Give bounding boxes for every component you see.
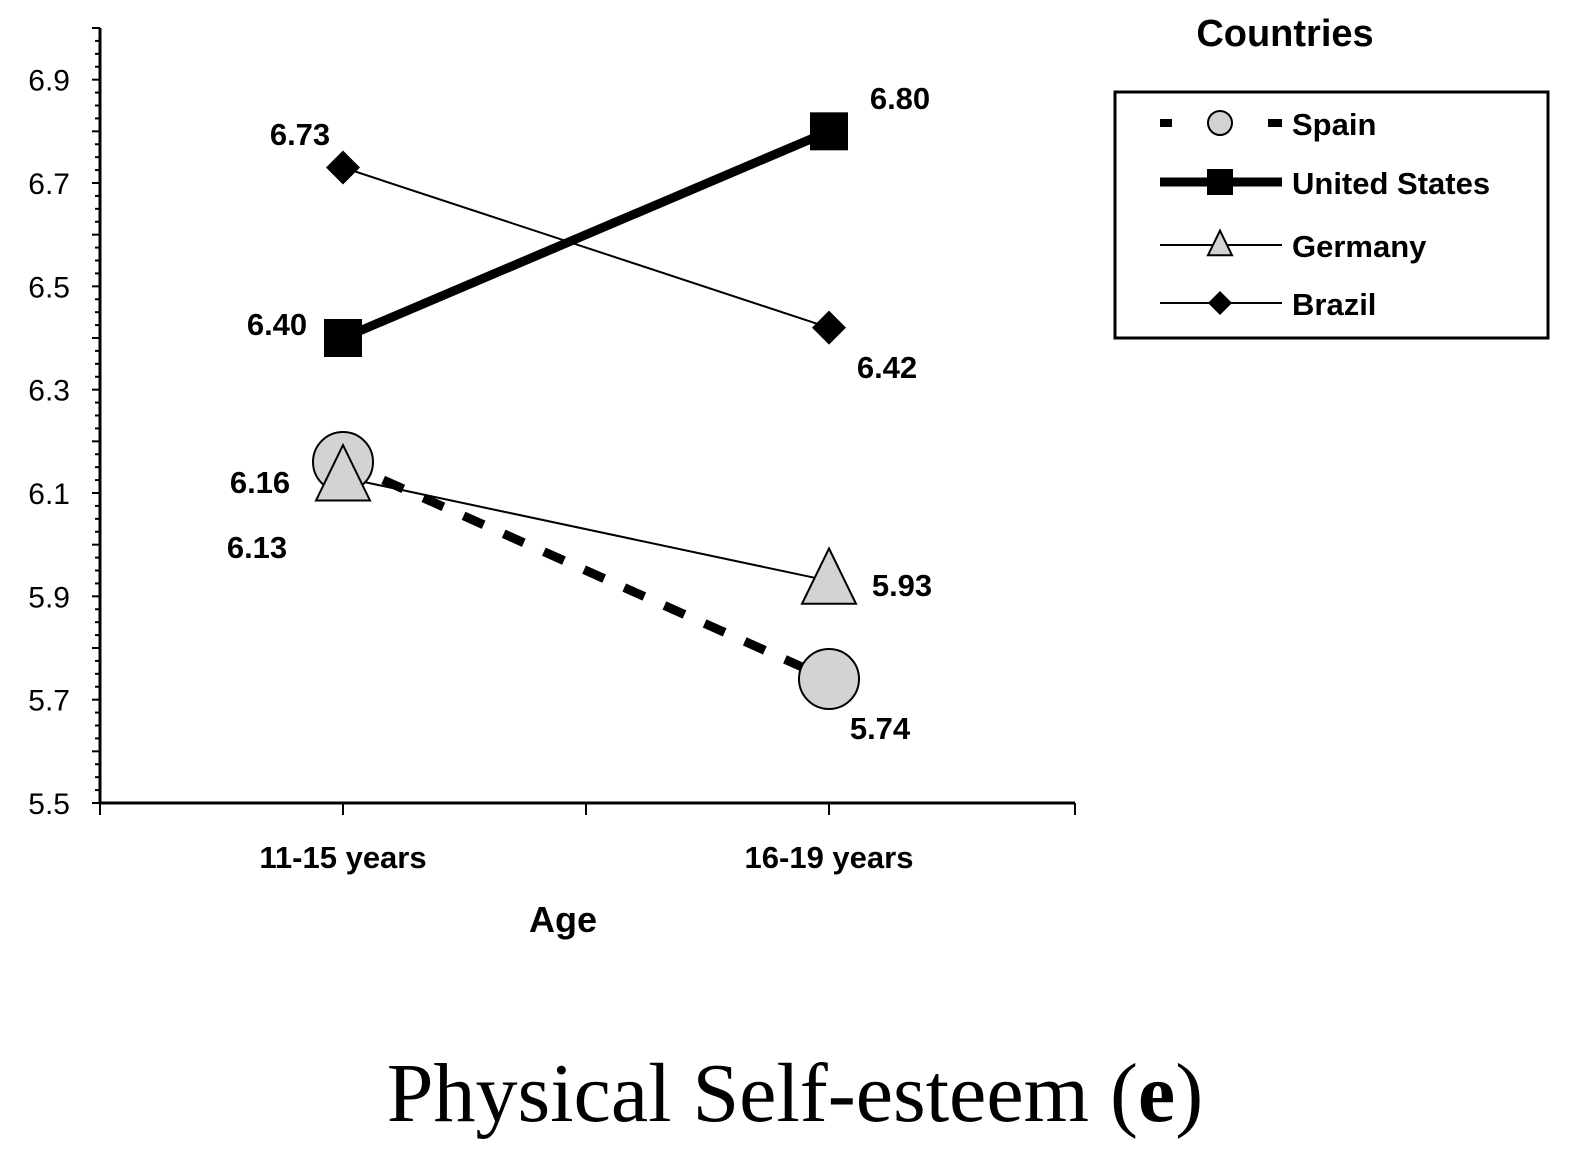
caption-close: ) [1175, 1047, 1204, 1140]
marker-spain-2 [798, 648, 860, 710]
data-label-germany-1: 6.13 [227, 530, 287, 565]
marker-brazil-2 [812, 310, 846, 345]
series-lines [341, 127, 831, 684]
line-chart: 5.5 5.7 5.9 6.1 6.3 6.5 6.7 6.9 11-15 years 16-19… [28, 13, 1550, 940]
marker-germany-1 [314, 442, 372, 502]
legend-label-brazil: Brazil [1292, 287, 1376, 322]
data-label-united-states-1: 6.40 [247, 307, 307, 342]
series-markers [312, 112, 860, 710]
data-label-spain-1: 6.16 [230, 465, 290, 500]
caption-main: Physical Self-esteem ( [386, 1047, 1138, 1140]
data-label-united-states-2: 6.80 [870, 81, 930, 116]
legend-label-germany: Germany [1292, 229, 1427, 264]
legend-marker-spain [1207, 110, 1233, 136]
series-line-united-states [341, 127, 831, 343]
data-labels: 6.16 5.74 6.40 6.80 6.13 5.93 6.73 6.42 [227, 81, 932, 746]
marker-united-states-1 [324, 319, 362, 357]
legend-label-spain: Spain [1292, 107, 1376, 142]
legend-box [1113, 90, 1550, 340]
figure-caption: Physical Self-esteem (e) [0, 1045, 1590, 1142]
y-tick-label: 5.7 [28, 685, 70, 718]
legend: Countries Spain United States Germany Brazil [1113, 13, 1550, 340]
x-axis-title: Age [529, 899, 597, 940]
marker-germany-2 [800, 546, 858, 605]
legend-marker-brazil [1208, 291, 1232, 315]
y-tick-label: 6.1 [28, 478, 70, 511]
legend-marker-united-states [1207, 169, 1233, 195]
y-tick-label: 6.7 [28, 168, 70, 201]
y-tick-label: 6.5 [28, 271, 70, 304]
caption-letter: e [1137, 1047, 1176, 1140]
data-label-germany-2: 5.93 [872, 568, 932, 603]
x-tick-label: 11-15 years [259, 840, 426, 875]
axes: 5.5 5.7 5.9 6.1 6.3 6.5 6.7 6.9 11-15 years 16-19… [28, 27, 1076, 940]
marker-brazil-1 [326, 150, 360, 185]
series-line-brazil [342, 166, 830, 329]
legend-title: Countries [1196, 13, 1373, 55]
y-tick-label: 6.9 [28, 65, 70, 98]
y-tick-label: 5.5 [28, 788, 70, 821]
data-label-brazil-2: 6.42 [857, 350, 917, 385]
series-line-spain [341, 457, 831, 684]
data-label-spain-2: 5.74 [850, 711, 911, 746]
y-tick-label: 5.9 [28, 581, 70, 614]
marker-united-states-2 [810, 112, 848, 151]
legend-marker-germany [1206, 228, 1234, 257]
y-tick-label: 6.3 [28, 375, 70, 408]
x-tick-label: 16-19 years [745, 840, 914, 875]
legend-label-united-states: United States [1292, 166, 1490, 201]
data-label-brazil-1: 6.73 [270, 117, 330, 152]
series-line-germany [342, 476, 830, 582]
